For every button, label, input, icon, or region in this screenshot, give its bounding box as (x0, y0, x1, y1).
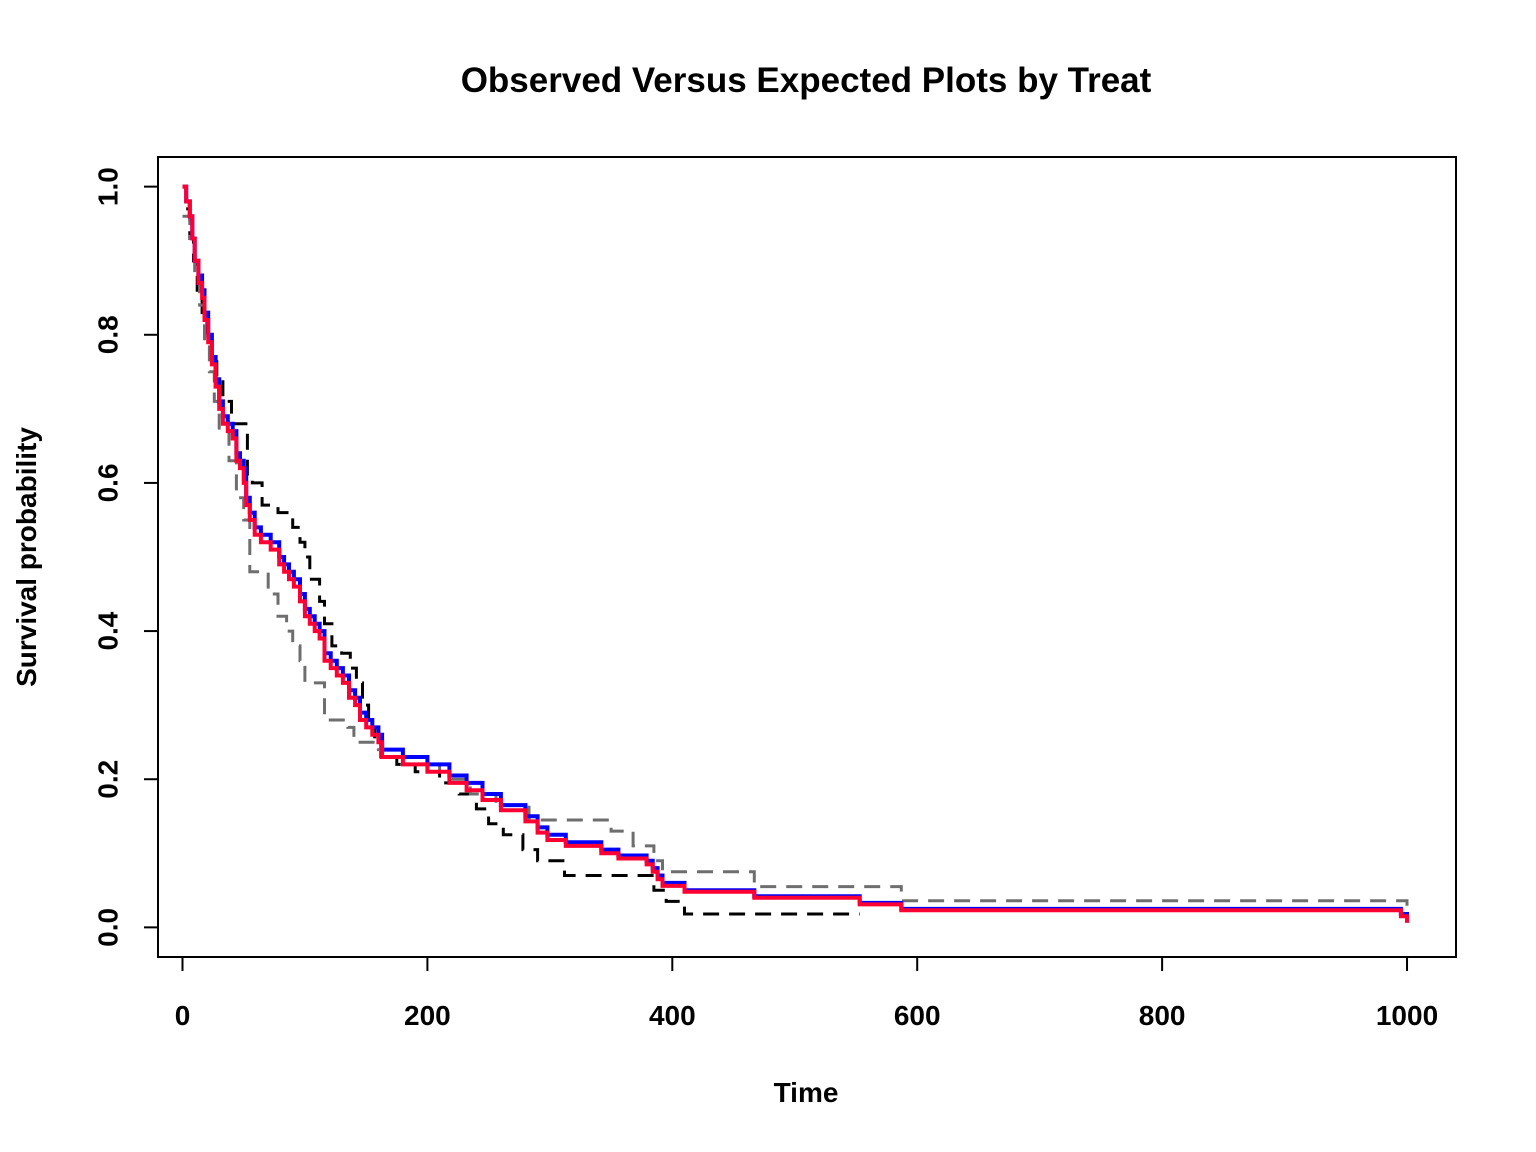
y-tick-label: 0.6 (93, 463, 124, 502)
x-axis-label: Time (774, 1077, 839, 1108)
x-tick-label: 600 (894, 1000, 941, 1031)
x-tick-label: 0 (175, 1000, 191, 1031)
series-line-3 (182, 184, 1409, 920)
x-axis: 0 200 400 600 800 1000 (175, 956, 1438, 1031)
x-tick-label: 200 (404, 1000, 451, 1031)
y-tick-label: 1.0 (93, 167, 124, 206)
y-tick-label: 0.4 (93, 611, 124, 650)
series-line-2 (182, 214, 1409, 914)
x-tick-label: 800 (1139, 1000, 1186, 1031)
x-tick-label: 1000 (1376, 1000, 1438, 1031)
y-axis: 0.0 0.2 0.4 0.6 0.8 1.0 (93, 167, 159, 947)
series-layer (182, 184, 1409, 923)
chart-title: Observed Versus Expected Plots by Treat (461, 61, 1152, 100)
y-tick-label: 0.0 (93, 908, 124, 947)
x-tick-label: 400 (649, 1000, 696, 1031)
y-tick-label: 0.8 (93, 315, 124, 354)
plot-frame (157, 156, 1457, 958)
y-axis-label: Survival probability (11, 427, 42, 687)
series-line-1 (182, 185, 860, 916)
series-line-4 (182, 184, 1409, 923)
y-tick-label: 0.2 (93, 760, 124, 799)
